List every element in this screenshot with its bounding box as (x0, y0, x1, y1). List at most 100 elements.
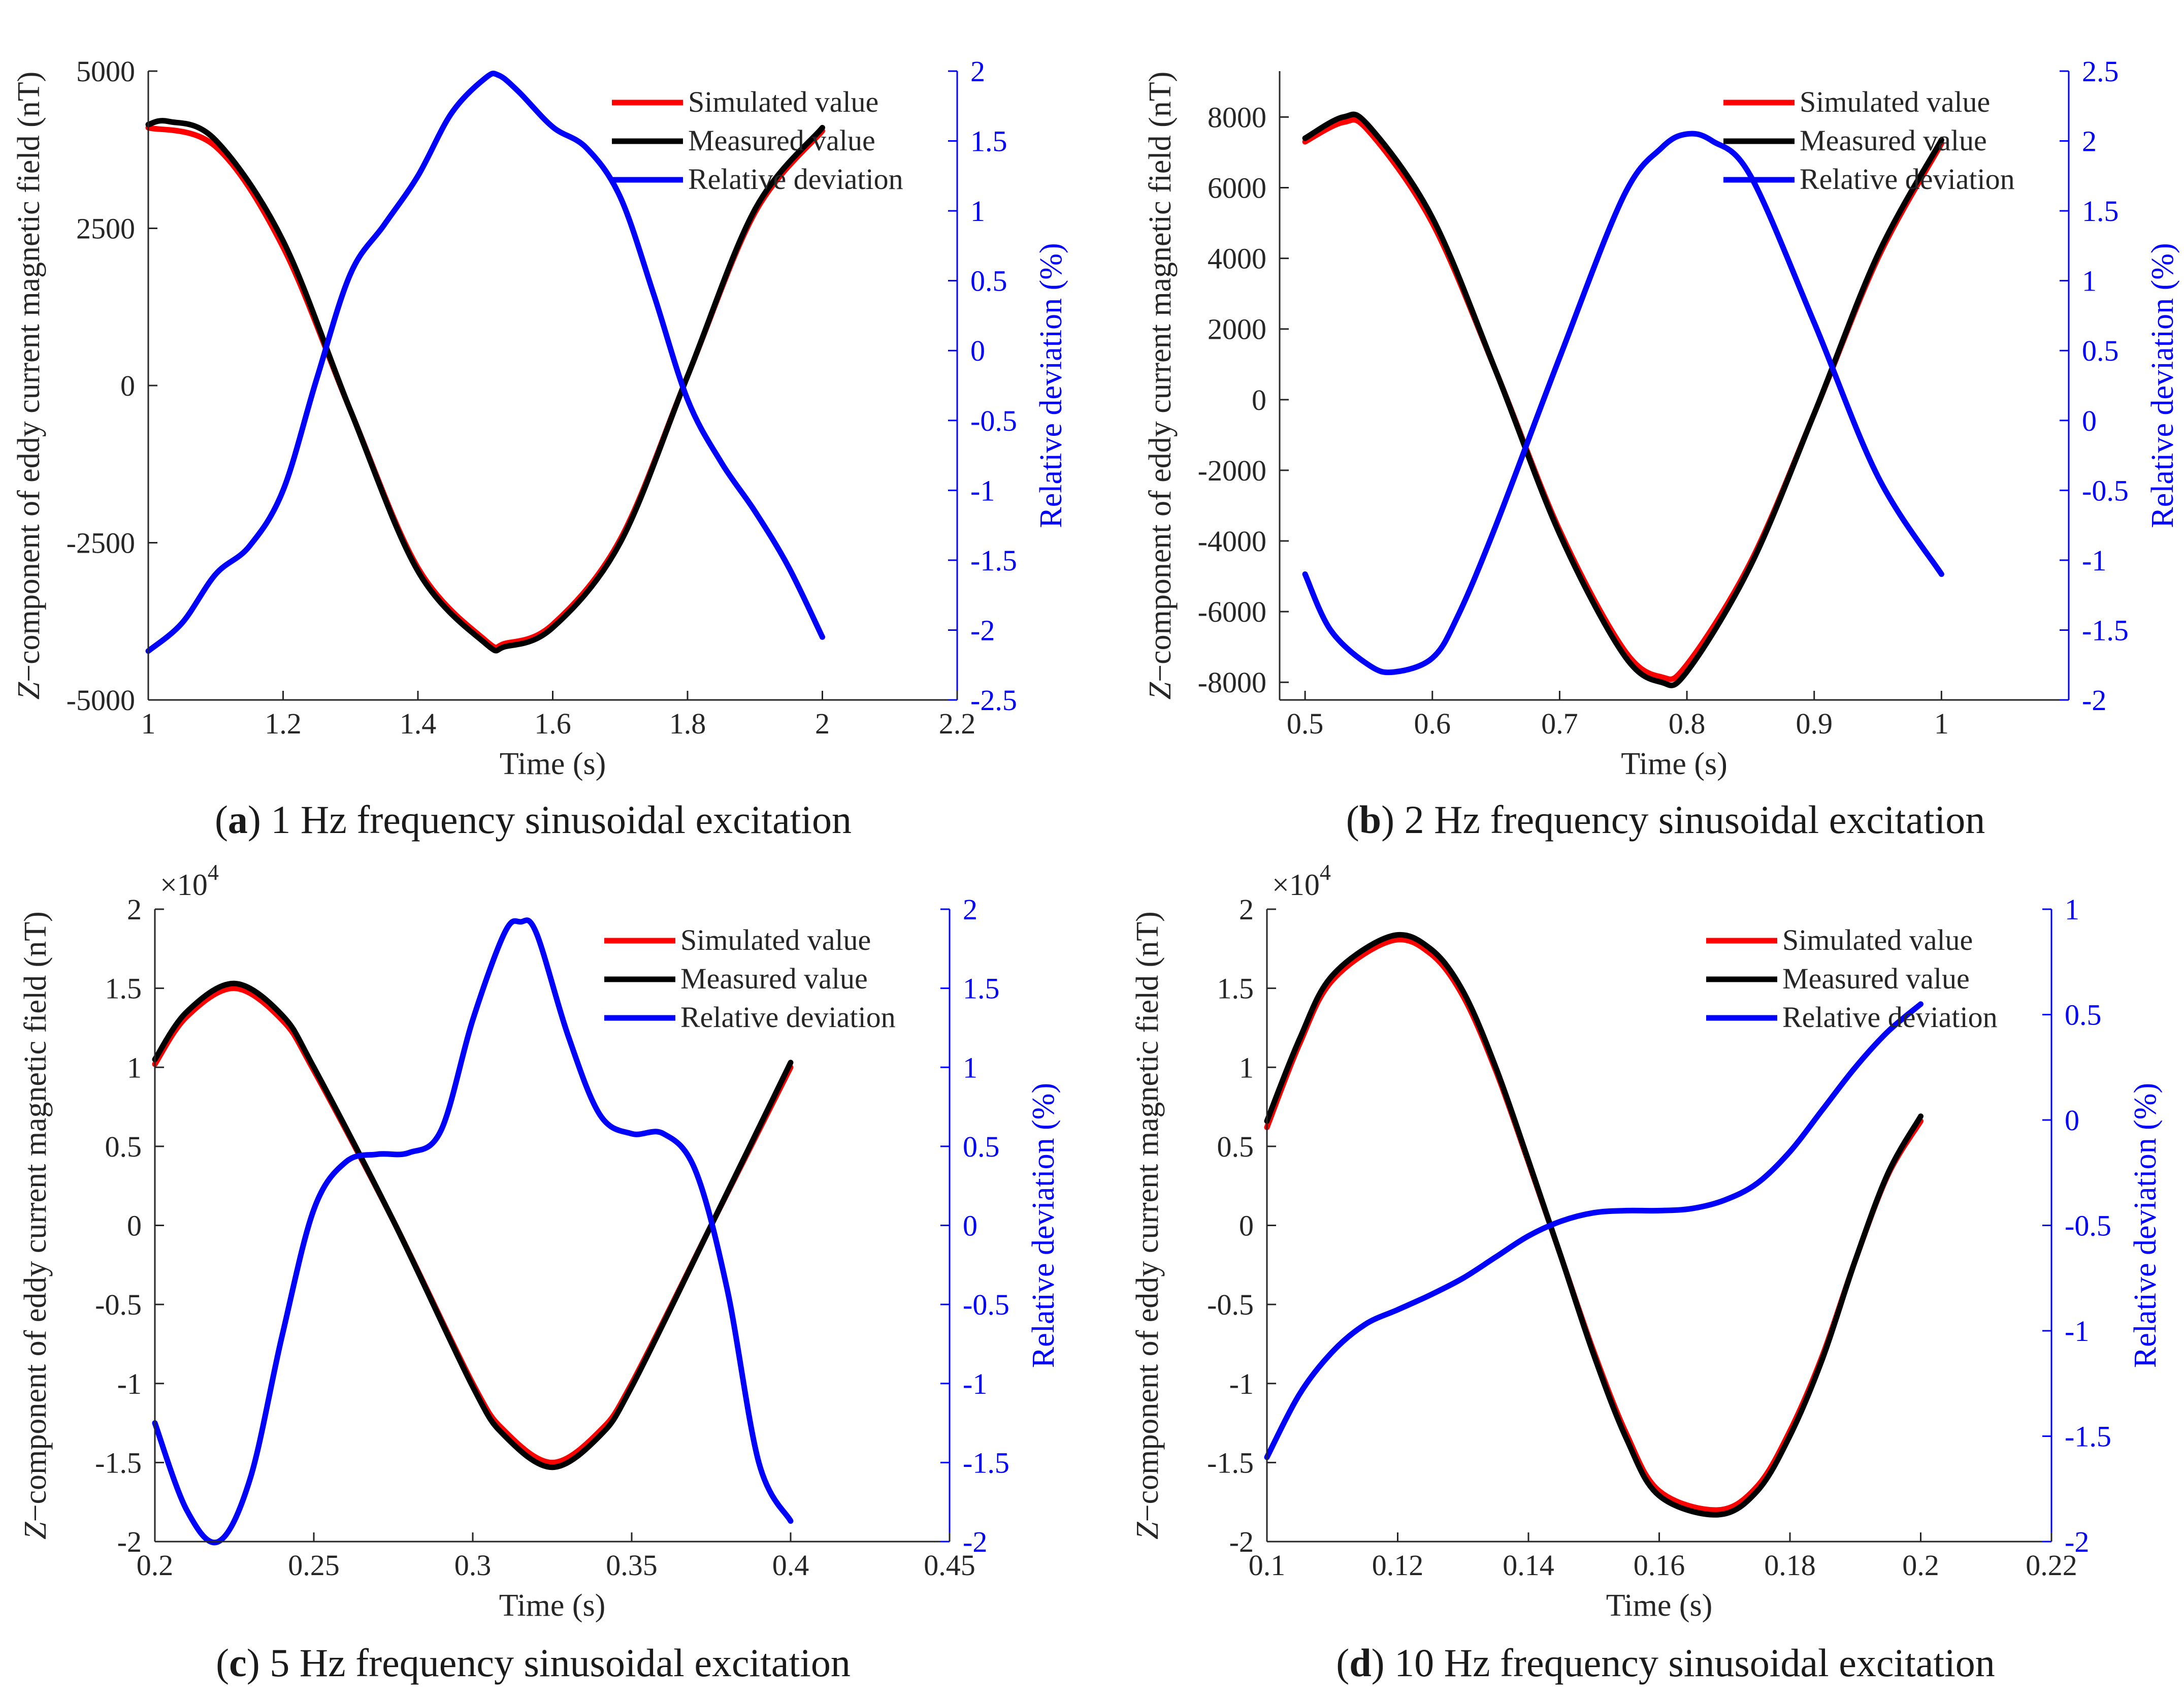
x-tick-label: 1.4 (400, 707, 437, 740)
x-tick-label: 0.16 (1634, 1549, 1685, 1582)
y-tick-label: -1.5 (95, 1446, 142, 1479)
legend-label-measured: Measured value (688, 124, 875, 157)
y2-tick-label: 1.5 (2082, 195, 2119, 228)
x-tick-label: 0.4 (772, 1549, 809, 1582)
y2-axis-label: Relative deviation (%) (2145, 243, 2180, 528)
y2-tick-label: 2.5 (2082, 55, 2119, 88)
legend-label-simulated: Simulated value (680, 923, 871, 956)
y-tick-label: -0.5 (1207, 1288, 1254, 1321)
y-tick-label: 2 (127, 893, 142, 926)
y2-tick-label: 2 (963, 893, 977, 926)
x-axis-label: Time (s) (500, 747, 606, 781)
legend-label-simulated: Simulated value (1800, 85, 1990, 118)
chart-panel-a: 1 1.2 1.4 1.6 1.8 2 2.2 -5000 -2500 0 2500 5000 -2.5… (12, 55, 1068, 842)
y2-tick-label: 1 (970, 195, 985, 228)
y-tick-label: 6000 (1208, 172, 1266, 205)
series-line-simulated (145, 124, 825, 651)
x-tick-label: 1.8 (669, 707, 706, 740)
y-tick-label: 5000 (76, 55, 135, 88)
y-tick-label: -1.5 (1207, 1446, 1254, 1479)
y-tick-label: 2 (1239, 893, 1254, 926)
y-tick-label: -0.5 (95, 1288, 142, 1321)
y2-tick-label: 0.5 (2065, 999, 2102, 1032)
panel-caption: (b) 2 Hz frequency sinusoidal excitation (1346, 797, 1985, 842)
y-tick-label: 0.5 (105, 1130, 142, 1163)
y2-tick-label: 1 (2065, 893, 2079, 926)
chart-panel-d: 0.1 0.12 0.14 0.16 0.18 0.2 0.22-2-1.5-1-0.500… (1130, 860, 2163, 1685)
y-tick-label: 0 (120, 369, 135, 402)
x-tick-label: 2 (815, 707, 830, 740)
x-tick-label: 0.6 (1414, 707, 1451, 740)
y2-tick-label: 0.5 (963, 1130, 1000, 1163)
y-tick-label: -2 (117, 1525, 142, 1558)
x-tick-label: 1.6 (534, 707, 571, 740)
series-line-deviation (152, 917, 794, 1546)
y-tick-label: -2500 (67, 527, 135, 560)
y-tick-label: 4000 (1208, 242, 1266, 275)
y-tick-label: 0 (1252, 383, 1266, 417)
y2-tick-label: -2.5 (970, 684, 1017, 717)
legend-label-deviation: Relative deviation (680, 1001, 896, 1034)
x-tick-label: 0.22 (2026, 1549, 2077, 1582)
y-axis-multiplier: ×104 (1272, 860, 1331, 902)
y-tick-label: 2500 (76, 212, 135, 245)
x-tick-label: 0.25 (288, 1549, 340, 1582)
y2-tick-label: -2 (2065, 1525, 2089, 1558)
y2-tick-label: -1 (963, 1367, 987, 1400)
legend-label-simulated: Simulated value (1782, 923, 1973, 956)
y-tick-label: 0.5 (1217, 1130, 1254, 1163)
y-tick-label: -1 (1229, 1367, 1254, 1400)
x-tick-label: 1.2 (265, 707, 302, 740)
y-tick-label: -2000 (1198, 454, 1266, 487)
y2-tick-label: -0.5 (2065, 1209, 2111, 1242)
chart-panel-b: 0.5 0.6 0.7 0.8 0.9 1-8000-6000-4000-20000200… (1143, 55, 2180, 842)
y2-tick-label: 0 (2065, 1104, 2079, 1137)
x-tick-label: 0.2 (1902, 1549, 1939, 1582)
y-axis-label: Z−component of eddy current magnetic fie… (18, 911, 53, 1540)
y2-tick-label: 2 (970, 55, 985, 88)
y-tick-label: -8000 (1198, 666, 1266, 699)
y2-tick-label: -0.5 (963, 1288, 1009, 1321)
series-line-measured (145, 118, 825, 654)
y-tick-label: 1 (1239, 1051, 1254, 1084)
legend-label-measured: Measured value (1800, 124, 1987, 157)
x-tick-label: 0.14 (1503, 1549, 1554, 1582)
y2-tick-label: -2 (2082, 684, 2106, 717)
x-tick-label: 1 (141, 707, 156, 740)
x-tick-label: 0.35 (606, 1549, 658, 1582)
y2-tick-label: 0 (2082, 404, 2097, 437)
legend-label-measured: Measured value (1782, 962, 1970, 995)
x-tick-label: 1 (1934, 707, 1949, 740)
y-axis-multiplier: ×104 (160, 860, 219, 902)
y2-tick-label: 0.5 (970, 265, 1007, 298)
y-tick-label: -5000 (67, 684, 135, 717)
x-axis-label: Time (s) (1606, 1588, 1713, 1623)
series-line-deviation (1302, 131, 1944, 676)
x-tick-label: 0.8 (1669, 707, 1706, 740)
y-tick-label: -4000 (1198, 525, 1266, 558)
x-tick-label: 0.3 (454, 1549, 492, 1582)
series-line-measured (1264, 932, 1924, 1518)
y2-tick-label: -1.5 (970, 544, 1017, 577)
y2-tick-label: 1.5 (963, 972, 1000, 1005)
y-tick-label: 2000 (1208, 313, 1266, 346)
x-tick-label: 2.2 (939, 707, 976, 740)
x-tick-label: 0.18 (1764, 1549, 1816, 1582)
legend-label-deviation: Relative deviation (1782, 1001, 1998, 1034)
series-line-measured (152, 980, 794, 1470)
y2-tick-label: 1 (963, 1051, 977, 1084)
y2-tick-label: 0 (970, 334, 985, 367)
x-tick-label: 0.12 (1372, 1549, 1424, 1582)
legend-label-deviation: Relative deviation (688, 163, 903, 196)
y-tick-label: -6000 (1198, 595, 1266, 628)
y2-tick-label: -1 (2082, 544, 2106, 577)
legend-label-simulated: Simulated value (688, 85, 878, 118)
x-tick-label: 0.45 (924, 1549, 975, 1582)
y2-tick-label: 1.5 (970, 125, 1007, 158)
series-line-measured (1302, 111, 1944, 688)
y2-tick-label: -1 (2065, 1315, 2089, 1348)
y-axis-label: Z−component of eddy current magnetic fie… (12, 72, 46, 700)
legend-label-deviation: Relative deviation (1800, 163, 2015, 196)
y-tick-label: 1.5 (1217, 972, 1254, 1005)
